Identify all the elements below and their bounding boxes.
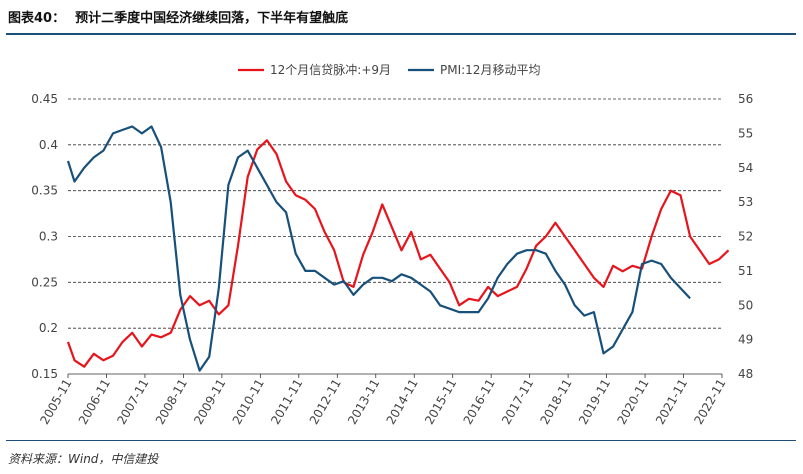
y-left-tick-label: 0.15 [31,367,58,381]
y-right-tick-label: 54 [738,161,753,175]
y-right-tick-label: 56 [738,92,753,106]
x-tick-label: 2019-11 [576,377,613,427]
x-tick-label: 2021-11 [653,377,690,427]
series-line-credit-impulse [66,139,730,368]
y-left-tick-label: 0.2 [39,321,58,335]
figure-number: 图表40： [8,11,66,26]
x-axis: 2005-11 2006-11 2007-11 2008-11 2009-11 2010-… [37,374,729,427]
figure-title: 预计二季度中国经济继续回落，下半年有望触底 [75,11,349,26]
chart-title: 图表40： 预计二季度中国经济继续回落，下半年有望触底 [8,7,348,26]
x-tick-label: 2015-11 [422,377,459,427]
y-left-tick-label: 0.35 [31,184,58,198]
x-tick-label: 2006-11 [76,377,113,427]
series-line-pmi [66,125,691,372]
y-axis-right: 56 55 54 53 52 51 50 49 48 [738,92,753,381]
chart-area: 0.45 0.4 0.35 0.3 0.25 0.2 0.15 56 55 54 53 52 51 50… [31,62,753,427]
x-tick-label: 2005-11 [37,377,74,427]
legend-label-pmi: PMI:12月移动平均 [440,63,540,77]
x-tick-label: 2014-11 [384,377,421,427]
x-tick-label: 2020-11 [614,377,651,427]
y-right-tick-label: 48 [738,367,753,381]
title-rule [6,33,796,35]
x-tick-label: 2008-11 [153,377,190,427]
legend-label-credit: 12个月信贷脉冲:+9月 [270,62,391,77]
x-tick-label: 2017-11 [499,377,536,427]
x-tick-label: 2007-11 [114,377,151,427]
y-right-tick-label: 53 [738,195,753,209]
x-tick-label: 2009-11 [191,377,228,427]
y-right-tick-label: 50 [738,298,753,312]
series-lines [66,125,730,372]
y-left-tick-label: 0.3 [39,230,58,244]
y-right-tick-label: 52 [738,230,753,244]
y-left-tick-label: 0.25 [31,275,58,289]
y-right-tick-label: 55 [738,126,753,140]
x-tick-label: 2011-11 [268,377,305,427]
x-tick-label: 2012-11 [307,377,344,427]
x-tick-label: 2022-11 [691,377,728,427]
footer-rule [6,440,796,441]
x-tick-label: 2010-11 [230,377,267,427]
y-left-tick-label: 0.45 [31,92,58,106]
legend: 12个月信贷脉冲:+9月 PMI:12月移动平均 [238,62,540,77]
source-note: 资料来源：Wind，中信建投 [8,452,159,466]
x-tick-label: 2013-11 [345,377,382,427]
x-tick-label: 2018-11 [538,377,575,427]
y-left-tick-label: 0.4 [39,138,58,152]
y-right-tick-label: 51 [738,264,753,278]
y-right-tick-label: 49 [738,333,753,347]
y-axis-left: 0.45 0.4 0.35 0.3 0.25 0.2 0.15 [31,92,58,381]
x-tick-label: 2016-11 [461,377,498,427]
